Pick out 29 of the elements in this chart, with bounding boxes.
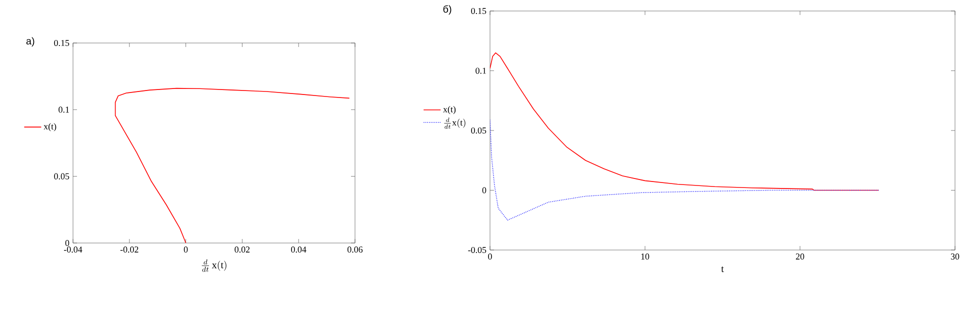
chart-title: б) [443, 5, 452, 15]
legend-label: x(t) [44, 123, 56, 132]
x-tick-label: 0.04 [291, 246, 306, 253]
x-tick-label: 0.02 [234, 246, 250, 253]
x-tick-label: -0.04 [64, 246, 82, 253]
y-tick-label: 0.05 [471, 127, 486, 134]
x-axis-title: $\frac{d}{dt}\,\mathrm{x(t)}$ [202, 259, 226, 272]
line-series [114, 88, 350, 243]
y-tick-label: 0.15 [471, 8, 486, 14]
y-tick-label: 0.1 [58, 106, 69, 113]
x-tick-label: 10 [641, 254, 650, 260]
legend-label: $\frac{d}{dt}\mathrm{x(t)}$ [444, 118, 466, 129]
y-tick-label: 0 [65, 240, 70, 246]
x-tick-label: 20 [796, 254, 804, 260]
y-tick-label: 0 [482, 187, 486, 194]
x-tick-label: 0.06 [348, 246, 363, 253]
y-tick-label: 0.05 [54, 173, 70, 180]
line-series [490, 52, 880, 191]
x-axis-title: t [721, 266, 724, 272]
y-tick-label: 0.15 [54, 40, 70, 46]
y-tick-label: 0.1 [476, 68, 486, 74]
line-series [490, 119, 880, 221]
legend-label: x(t) [443, 106, 456, 114]
x-tick-label: -0.02 [120, 246, 138, 253]
chart-title: а) [26, 37, 34, 46]
y-tick-label: -0.05 [468, 246, 486, 254]
x-tick-label: 0 [488, 254, 492, 260]
x-tick-label: 0 [184, 246, 188, 253]
x-tick-label: 30 [950, 254, 960, 260]
